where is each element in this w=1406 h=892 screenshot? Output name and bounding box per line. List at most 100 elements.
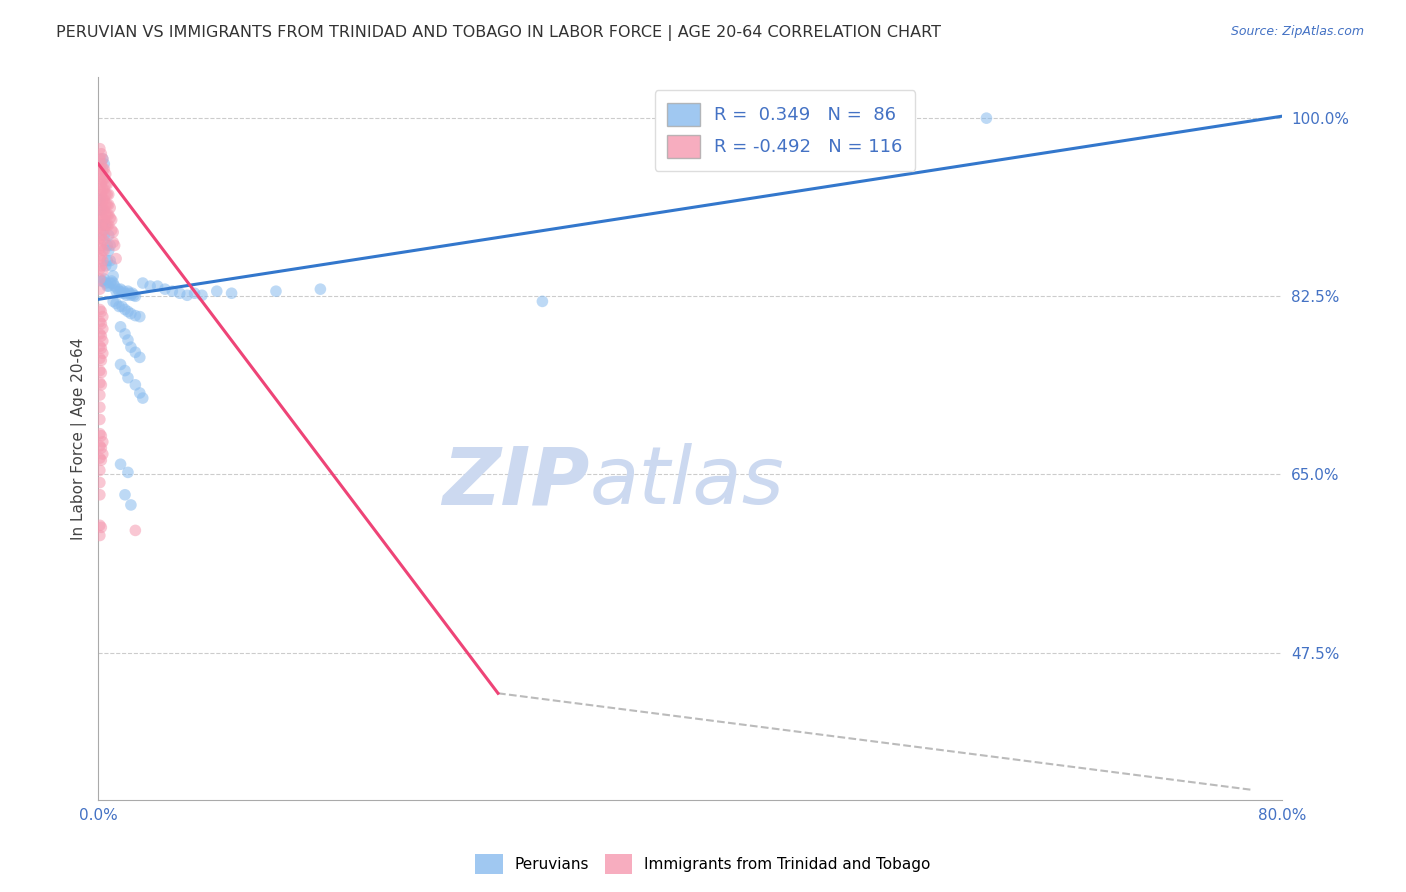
Point <box>97 279 120 293</box>
Point <box>93 272 115 286</box>
Point <box>96 178 118 192</box>
Point <box>97 208 120 222</box>
Point <box>100 274 122 288</box>
Point <box>110 358 132 372</box>
Point <box>90 228 112 243</box>
Point <box>124 289 146 303</box>
Point <box>191 288 214 302</box>
Point <box>114 286 136 301</box>
Point <box>89 202 111 217</box>
Point <box>100 259 122 273</box>
Point <box>91 253 114 268</box>
Point <box>89 282 111 296</box>
Point <box>94 218 117 232</box>
Point <box>94 259 117 273</box>
Point <box>91 202 114 217</box>
Point <box>120 498 142 512</box>
Point <box>101 294 124 309</box>
Point <box>101 225 124 239</box>
Point <box>93 172 115 186</box>
Point <box>101 268 124 283</box>
Point <box>94 167 117 181</box>
Point <box>89 162 111 177</box>
Point <box>91 193 114 207</box>
Point <box>89 475 111 490</box>
Point <box>89 272 111 286</box>
Point <box>89 439 111 453</box>
Point <box>93 228 115 243</box>
Point <box>94 197 117 211</box>
Point <box>90 187 112 202</box>
Point <box>96 253 118 268</box>
Point <box>118 286 141 301</box>
Point <box>96 187 118 202</box>
Point <box>90 238 112 252</box>
Point <box>96 218 118 232</box>
Point <box>110 282 132 296</box>
Point <box>94 187 117 202</box>
Point <box>111 286 134 301</box>
Point <box>94 276 117 290</box>
Point <box>97 228 120 243</box>
Point <box>93 223 115 237</box>
Point <box>89 231 111 245</box>
Point <box>221 286 243 301</box>
Point <box>89 242 111 256</box>
Point <box>97 244 120 258</box>
Point <box>124 377 146 392</box>
Point <box>93 202 115 217</box>
Point <box>90 428 112 442</box>
Point <box>93 157 115 171</box>
Point <box>108 284 131 298</box>
Point <box>96 197 118 211</box>
Point <box>90 341 112 355</box>
Point <box>91 182 114 196</box>
Point <box>309 282 332 296</box>
Point <box>98 253 121 268</box>
Point <box>107 282 129 296</box>
Point <box>183 286 205 301</box>
Point <box>117 370 139 384</box>
Legend: R =  0.349   N =  86, R = -0.492   N = 116: R = 0.349 N = 86, R = -0.492 N = 116 <box>655 90 915 170</box>
Point <box>91 218 114 232</box>
Point <box>101 276 124 290</box>
Point <box>124 309 146 323</box>
Point <box>89 528 111 542</box>
Point <box>89 488 111 502</box>
Point <box>90 157 112 171</box>
Point <box>105 252 128 266</box>
Point <box>91 233 114 247</box>
Text: PERUVIAN VS IMMIGRANTS FROM TRINIDAD AND TOBAGO IN LABOR FORCE | AGE 20-64 CORRE: PERUVIAN VS IMMIGRANTS FROM TRINIDAD AND… <box>56 25 941 41</box>
Point <box>108 300 131 314</box>
Point <box>93 193 115 207</box>
Point <box>97 187 120 202</box>
Point <box>169 286 191 301</box>
Point <box>120 307 142 321</box>
Point <box>89 451 111 466</box>
Point <box>124 524 146 538</box>
Point <box>91 274 114 288</box>
Point <box>114 302 136 317</box>
Point <box>98 238 121 252</box>
Point <box>90 202 112 217</box>
Point <box>110 319 132 334</box>
Point <box>97 218 120 232</box>
Point <box>91 172 114 186</box>
Point <box>90 304 112 318</box>
Point <box>90 377 112 392</box>
Point <box>91 264 114 278</box>
Point <box>96 208 118 222</box>
Point <box>120 288 142 302</box>
Text: ZIP: ZIP <box>443 443 589 521</box>
Point <box>90 218 112 232</box>
Point <box>90 259 112 273</box>
Point <box>91 334 114 348</box>
Point <box>976 111 998 125</box>
Point <box>90 366 112 380</box>
Point <box>89 172 111 186</box>
Point <box>90 520 112 534</box>
Point <box>100 213 122 227</box>
Point <box>96 279 118 293</box>
Point <box>128 351 150 365</box>
Point <box>531 294 554 309</box>
